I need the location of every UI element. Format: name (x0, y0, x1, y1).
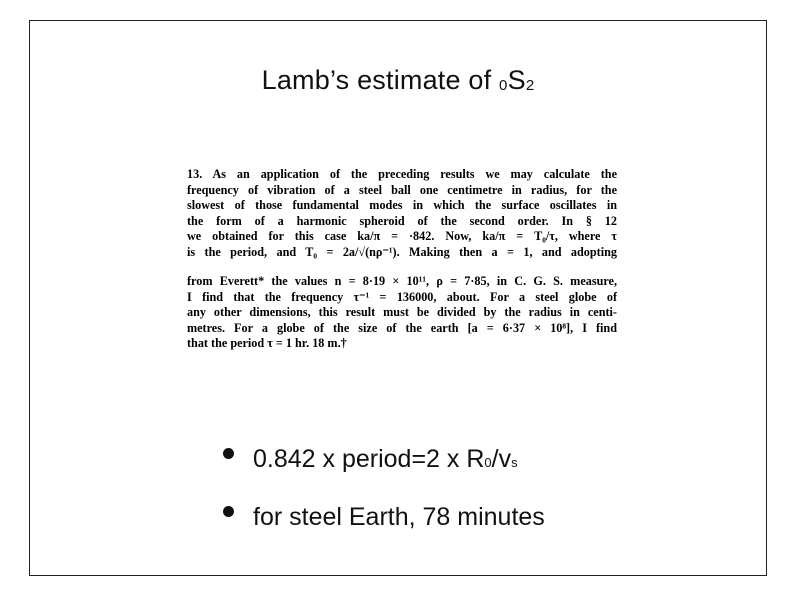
bullet-subscript: s (511, 455, 518, 470)
title-pre-subscript: 0 (499, 77, 508, 94)
slide: Lamb’s estimate of 0S2 13. As an applica… (29, 20, 767, 576)
scanned-text-paragraph-2: from Everett* the values n = 8·19 × 10¹¹… (187, 274, 617, 352)
scan-line: 13. As an application of the preceding r… (187, 167, 617, 181)
scanned-text-paragraph-1: 13. As an application of the preceding r… (187, 167, 617, 261)
scan-line: metres. For a globe of the size of the e… (187, 320, 617, 335)
title-s: S (507, 65, 526, 95)
scan-line: we obtained for this case ka/π = ·842. N… (187, 229, 617, 244)
scan-line: any other dimensions, this result must b… (187, 305, 617, 320)
bullet-dot-icon (223, 448, 234, 459)
scan-line: that the period τ = 1 hr. 18 m.† (187, 336, 347, 351)
scan-line: from Everett* the values n = 8·19 × 10¹¹… (187, 274, 617, 288)
bullet-dot-icon (223, 506, 234, 517)
title-text: Lamb’s estimate of (261, 65, 500, 95)
scan-line: frequency of vibration of a steel ball o… (187, 182, 617, 197)
scan-line: the form of a harmonic spheroid of the s… (187, 213, 617, 228)
bullet-subscript: 0 (484, 455, 492, 470)
slide-title: Lamb’s estimate of 0S2 (30, 65, 766, 96)
bullet-text: for steel Earth, 78 minutes (253, 503, 545, 531)
bullet-text-part: 0.842 x period=2 x R (253, 445, 485, 473)
bullet-text: 0.842 x period=2 x R0/vs (253, 439, 518, 483)
title-post-subscript: 2 (525, 77, 535, 94)
scan-line: slowest of those fundamental modes in wh… (187, 198, 617, 213)
scan-line: is the period, and T₀ = 2a/√(nρ⁻¹). Maki… (187, 244, 617, 259)
bullet-text-part: /v (491, 445, 512, 473)
scan-line: I find that the frequency τ⁻¹ = 136000, … (187, 289, 617, 304)
